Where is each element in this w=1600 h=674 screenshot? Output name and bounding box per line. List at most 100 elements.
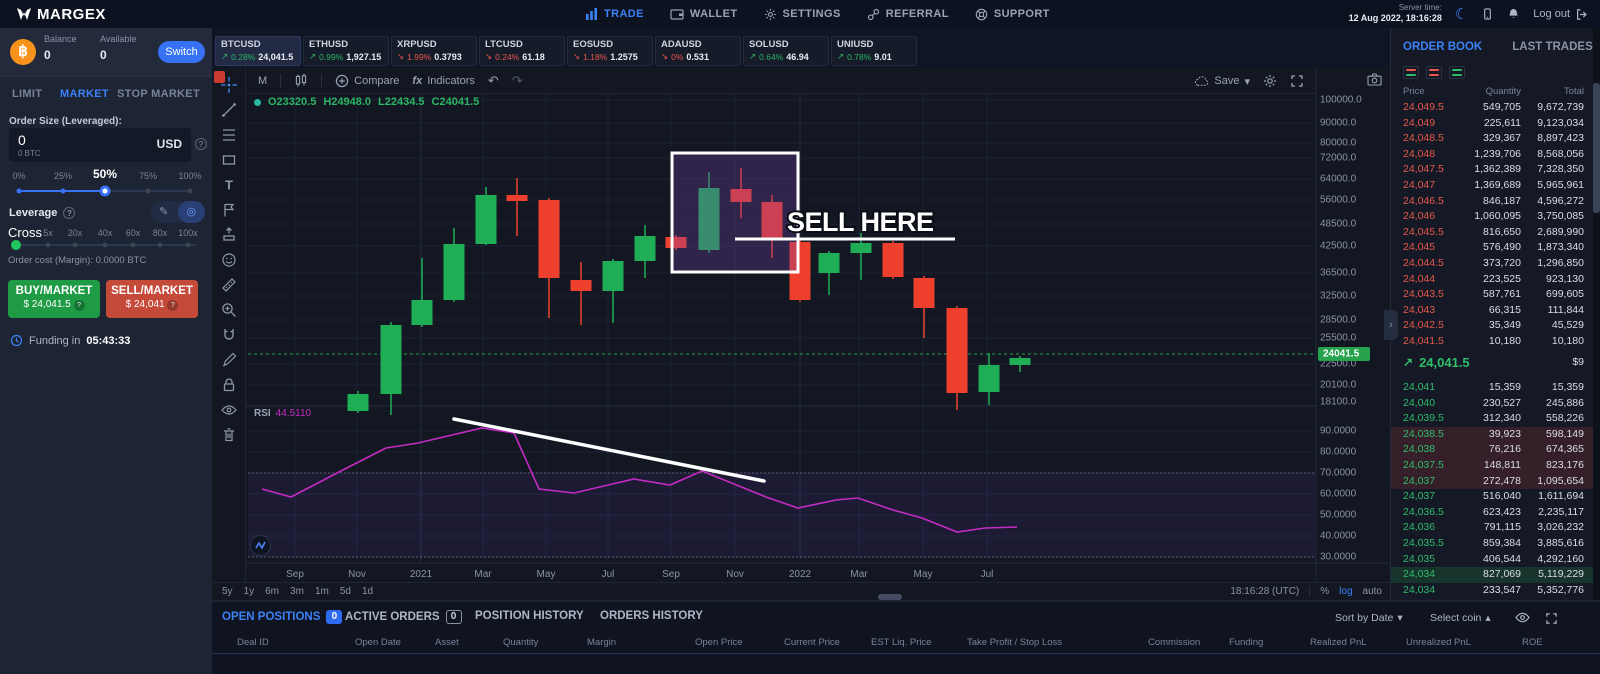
ticker-SOLUSD[interactable]: SOLUSD ↗ 0.64% 46.94 [743,36,829,66]
undo-icon[interactable]: ↶ [487,72,499,88]
orderbook-bid-row[interactable]: 24,035 406,544 4,292,160 [1403,552,1584,565]
mobile-app-icon[interactable] [1481,7,1494,21]
orderbook-bid-row[interactable]: 24,034 233,547 5,352,776 [1403,583,1584,596]
timeframe-3m[interactable]: 3m [290,586,304,597]
orderbook-ask-row[interactable]: 24,046.5 846,187 4,596,272 [1403,194,1584,207]
timeframe-5d[interactable]: 5d [339,586,351,597]
mid-price-row[interactable]: ↗ 24,041.5 $9 [1391,352,1594,372]
percent-scale-button[interactable]: % [1320,586,1330,597]
orderbook-bid-row[interactable]: 24,040 230,527 245,886 [1403,396,1584,409]
chart-hscrollbar[interactable] [878,594,902,600]
orderbook-ask-row[interactable]: 24,049 225,611 9,123,034 [1403,116,1584,129]
leverage-mark-5x[interactable]: 5x [43,228,53,238]
tab-limit[interactable]: LIMIT [12,88,43,100]
orderbook-ask-row[interactable]: 24,047 1,369,689 5,965,961 [1403,178,1584,191]
orderbook-bid-row[interactable]: 24,035.5 859,384 3,885,616 [1403,536,1584,549]
tool-emoji-icon[interactable] [216,247,242,272]
leverage-mode-toggle[interactable]: ✎ ◎ [150,201,205,223]
view-bids-icon[interactable] [1449,66,1465,79]
ticker-XRPUSD[interactable]: XRPUSD ↘ 1.99% 0.3793 [391,36,477,66]
ticker-EOSUSD[interactable]: EOSUSD ↘ 1.18% 1.2575 [567,36,653,66]
select-coin-control[interactable]: Select coin ▴ [1430,612,1491,624]
orderbook-ask-row[interactable]: 24,042.5 35,349 45,529 [1403,319,1584,332]
tool-draw-icon[interactable] [216,347,242,372]
orderbook-bid-row[interactable]: 24,037 516,040 1,611,694 [1403,490,1584,503]
orderbook-ask-row[interactable]: 24,041.5 10,180 10,180 [1403,334,1584,347]
size-mark-100%[interactable]: 100% [178,171,202,181]
fullscreen-icon[interactable] [1290,74,1304,88]
orderbook-ask-row[interactable]: 24,043.5 587,761 699,605 [1403,288,1584,301]
logout-button[interactable]: Log out [1533,8,1588,21]
timeframe-1y[interactable]: 1y [243,586,255,597]
tool-shapes-icon[interactable] [216,147,242,172]
tab-open-positions[interactable]: OPEN POSITIONS 0 [222,610,343,624]
orderbook-ask-row[interactable]: 24,048.5 329,367 8,897,423 [1403,132,1584,145]
leverage-mark-40x[interactable]: 40x [97,228,113,238]
rsi-indicator-label[interactable]: RSI 44.5110 [254,408,312,419]
nav-referral[interactable]: REFERRAL [867,8,949,21]
leverage-mark-20x[interactable]: 20x [67,228,83,238]
orderbook-bid-row[interactable]: 24,037 272,478 1,095,654 [1391,473,1594,490]
expand-panel-icon[interactable] [1545,612,1558,625]
orderbook-bid-row[interactable]: 24,038 76,216 674,365 [1391,442,1594,458]
orderbook-scrollbar[interactable] [1593,28,1600,600]
tool-magnet-icon[interactable] [216,322,242,347]
orderbook-ask-row[interactable]: 24,045 576,490 1,873,340 [1403,241,1584,254]
orderbook-ask-row[interactable]: 24,049.5 549,705 9,672,739 [1403,101,1584,113]
tradingview-logo[interactable] [250,535,271,556]
scrollbar-thumb[interactable] [1593,83,1600,213]
timeframe-1m[interactable]: 1m [314,586,329,597]
orderbook-ask-row[interactable]: 24,044.5 373,720 1,296,850 [1403,256,1584,269]
tab-stop-market[interactable]: STOP MARKET [117,88,200,100]
tool-measure-icon[interactable] [216,272,242,297]
order-size-help-icon[interactable]: ? [195,138,207,150]
target-mode-icon[interactable]: ◎ [177,201,205,223]
sell-market-button[interactable]: SELL/MARKET $ 24,041 ? [106,280,198,318]
timeframe-1d[interactable]: 1d [361,586,374,597]
cross-margin-label[interactable]: Cross [8,225,42,240]
margex-logo[interactable]: MARGEX [16,6,106,23]
orderbook-ask-row[interactable]: 24,043 66,315 111,844 [1403,303,1584,316]
nav-support[interactable]: SUPPORT [975,8,1050,21]
tool-text-icon[interactable]: T [216,172,242,197]
tool-long-position-icon[interactable] [216,222,242,247]
orderbook-collapse-handle[interactable]: › [1384,310,1398,340]
ticker-ETHUSD[interactable]: ETHUSD ↗ 0.99% 1,927.15 [303,36,389,66]
orderbook-ask-row[interactable]: 24,044 223,525 923,130 [1403,272,1584,285]
ticker-BTCUSD[interactable]: BTCUSD ↗ 0.28% 24,041.5 [215,36,301,66]
orderbook-bid-row[interactable]: 24,036.5 623,423 2,235,117 [1403,505,1584,518]
ticker-ADAUSD[interactable]: ADAUSD ↘ 0% 0.531 [655,36,741,66]
size-mark-25%[interactable]: 25% [53,171,73,181]
tool-lock-icon[interactable] [216,372,242,397]
ticker-LTCUSD[interactable]: LTCUSD ↘ 0.24% 61.18 [479,36,565,66]
orderbook-ask-row[interactable]: 24,048 1,239,706 8,568,056 [1403,147,1584,160]
leverage-mark-100x[interactable]: 100x [178,228,198,238]
auto-scale-button[interactable]: auto [1362,586,1382,597]
orderbook-bid-row[interactable]: 24,034 827,069 5,119,229 [1391,567,1594,583]
save-layout-button[interactable]: Save ▾ [1194,75,1250,88]
orderbook-ask-row[interactable]: 24,047.5 1,362,389 7,328,350 [1403,163,1584,176]
tool-eye-icon[interactable] [216,397,242,422]
tool-trash-icon[interactable] [216,422,242,447]
size-mark-75%[interactable]: 75% [138,171,158,181]
chart-canvas[interactable]: SELL HERE 100000.0 90000.0 80000.0 72000.0 64… [212,28,1390,600]
size-mark-0%[interactable]: 0% [12,171,26,181]
switch-button[interactable]: Switch [158,41,205,63]
order-size-input[interactable]: 0 0 BTC USD [9,128,191,162]
tool-zoom-in-icon[interactable] [216,297,242,322]
buy-market-button[interactable]: BUY/MARKET $ 24,041.5 ? [8,280,100,318]
orderbook-ask-row[interactable]: 24,046 1,060,095 3,750,085 [1403,210,1584,223]
nav-settings[interactable]: SETTINGS [764,8,841,21]
indicators-button[interactable]: fx Indicators [412,74,475,87]
timeframe-button[interactable]: M [258,74,268,87]
timeframe-6m[interactable]: 6m [265,586,280,597]
orderbook-bid-row[interactable]: 24,041 15,359 15,359 [1403,381,1584,393]
tab-orders-history[interactable]: ORDERS HISTORY [600,610,703,622]
tab-position-history[interactable]: POSITION HISTORY [475,610,584,622]
leverage-help-icon[interactable]: ? [63,207,76,219]
compare-button[interactable]: Compare [335,74,399,88]
orderbook-bid-row[interactable]: 24,037.5 148,811 823,176 [1391,457,1594,474]
orderbook-bid-row[interactable]: 24,036 791,115 3,026,232 [1403,521,1584,534]
tab-active-orders[interactable]: ACTIVE ORDERS 0 [345,610,462,624]
size-mark-50%[interactable]: 50% [92,167,118,181]
